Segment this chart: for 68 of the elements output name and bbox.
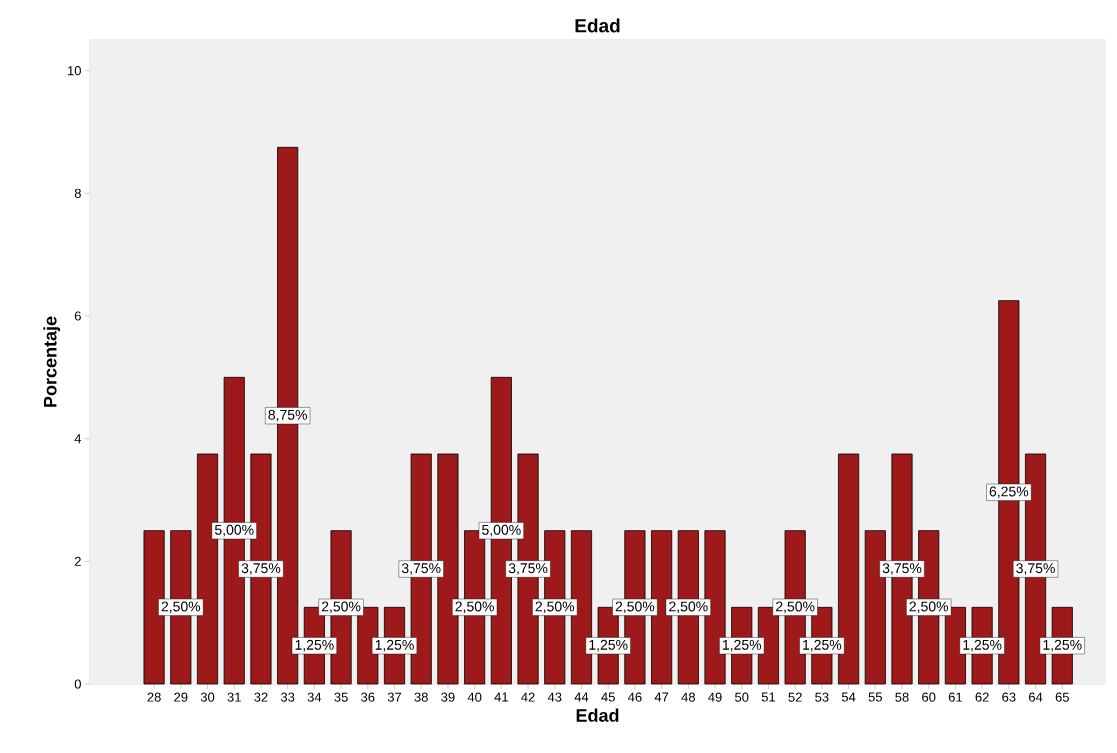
x-tick-label: 64: [1028, 692, 1043, 702]
x-tick-label: 35: [334, 692, 348, 702]
x-tick-label: 29: [174, 692, 188, 702]
x-tick-label: 45: [601, 692, 615, 702]
data-label: 3,75%: [241, 563, 281, 575]
x-tick-label: 34: [307, 692, 322, 702]
data-label: 2,50%: [321, 601, 361, 614]
y-tick-label: 10: [67, 66, 81, 76]
x-tick-label: 55: [868, 692, 882, 702]
x-tick-label: 49: [708, 692, 722, 702]
y-tick-label: 8: [74, 188, 81, 198]
data-label: 1,25%: [803, 639, 842, 652]
x-tick-label: 58: [895, 692, 909, 702]
x-tick-label: 30: [200, 692, 215, 702]
data-label: 5,00%: [482, 524, 521, 537]
x-axis-title: Edad: [576, 708, 619, 722]
data-label: 1,25%: [722, 639, 762, 652]
chart-title: Edad: [575, 18, 620, 33]
data-label: 2,50%: [161, 601, 201, 614]
x-tick-label: 39: [441, 692, 455, 702]
x-tick-label: 50: [735, 692, 749, 702]
data-label: 1,25%: [295, 639, 334, 652]
x-tick-label: 37: [387, 692, 402, 702]
x-tick-label: 43: [547, 692, 562, 702]
x-tick-label: 28: [147, 692, 161, 702]
data-label: 8,75%: [268, 409, 308, 422]
x-tick-label: 54: [841, 692, 856, 702]
x-tick-label: 48: [681, 692, 695, 702]
data-label: 6,25%: [989, 486, 1029, 499]
x-tick-label: 61: [948, 692, 963, 702]
data-label: 1,25%: [963, 639, 1002, 652]
data-label: 3,75%: [401, 563, 441, 575]
x-tick-label: 47: [654, 692, 669, 702]
x-tick-label: 36: [361, 692, 375, 702]
x-tick-label: 44: [574, 692, 589, 702]
data-label: 1,25%: [1043, 639, 1082, 652]
x-tick-label: 40: [467, 692, 482, 702]
data-label: 2,50%: [535, 601, 575, 614]
x-tick-label: 33: [280, 692, 295, 702]
data-label: 3,75%: [508, 563, 548, 575]
x-tick-label: 41: [494, 692, 508, 702]
x-tick-label: 53: [815, 692, 829, 702]
y-tick-label: 6: [74, 311, 81, 321]
y-tick-label: 0: [74, 679, 81, 689]
data-label: 1,25%: [589, 639, 628, 652]
x-tick-label: 31: [227, 692, 241, 702]
y-axis-title: Porcentaje: [43, 316, 61, 407]
data-label: 5,00%: [214, 524, 254, 537]
x-tick-label: 51: [761, 692, 776, 702]
data-label: 2,50%: [669, 601, 708, 614]
data-label: 2,50%: [455, 601, 494, 614]
x-tick-label: 63: [1002, 692, 1016, 702]
x-tick-label: 38: [414, 692, 428, 702]
data-label: 2,50%: [909, 601, 949, 614]
x-tick-label: 60: [922, 692, 936, 702]
data-label: 3,75%: [1016, 563, 1055, 575]
data-label: 3,75%: [882, 563, 922, 575]
x-tick-label: 42: [521, 692, 535, 702]
y-tick-label: 4: [74, 434, 82, 444]
x-tick-label: 52: [788, 692, 802, 702]
x-tick-label: 32: [254, 692, 268, 702]
data-label: 2,50%: [776, 601, 815, 614]
data-label: 2,50%: [615, 601, 655, 614]
data-label: 1,25%: [375, 639, 414, 652]
x-tick-label: 62: [975, 692, 989, 702]
x-tick-label: 65: [1055, 692, 1069, 702]
x-tick-label: 46: [627, 692, 642, 702]
y-tick-label: 2: [74, 556, 81, 566]
